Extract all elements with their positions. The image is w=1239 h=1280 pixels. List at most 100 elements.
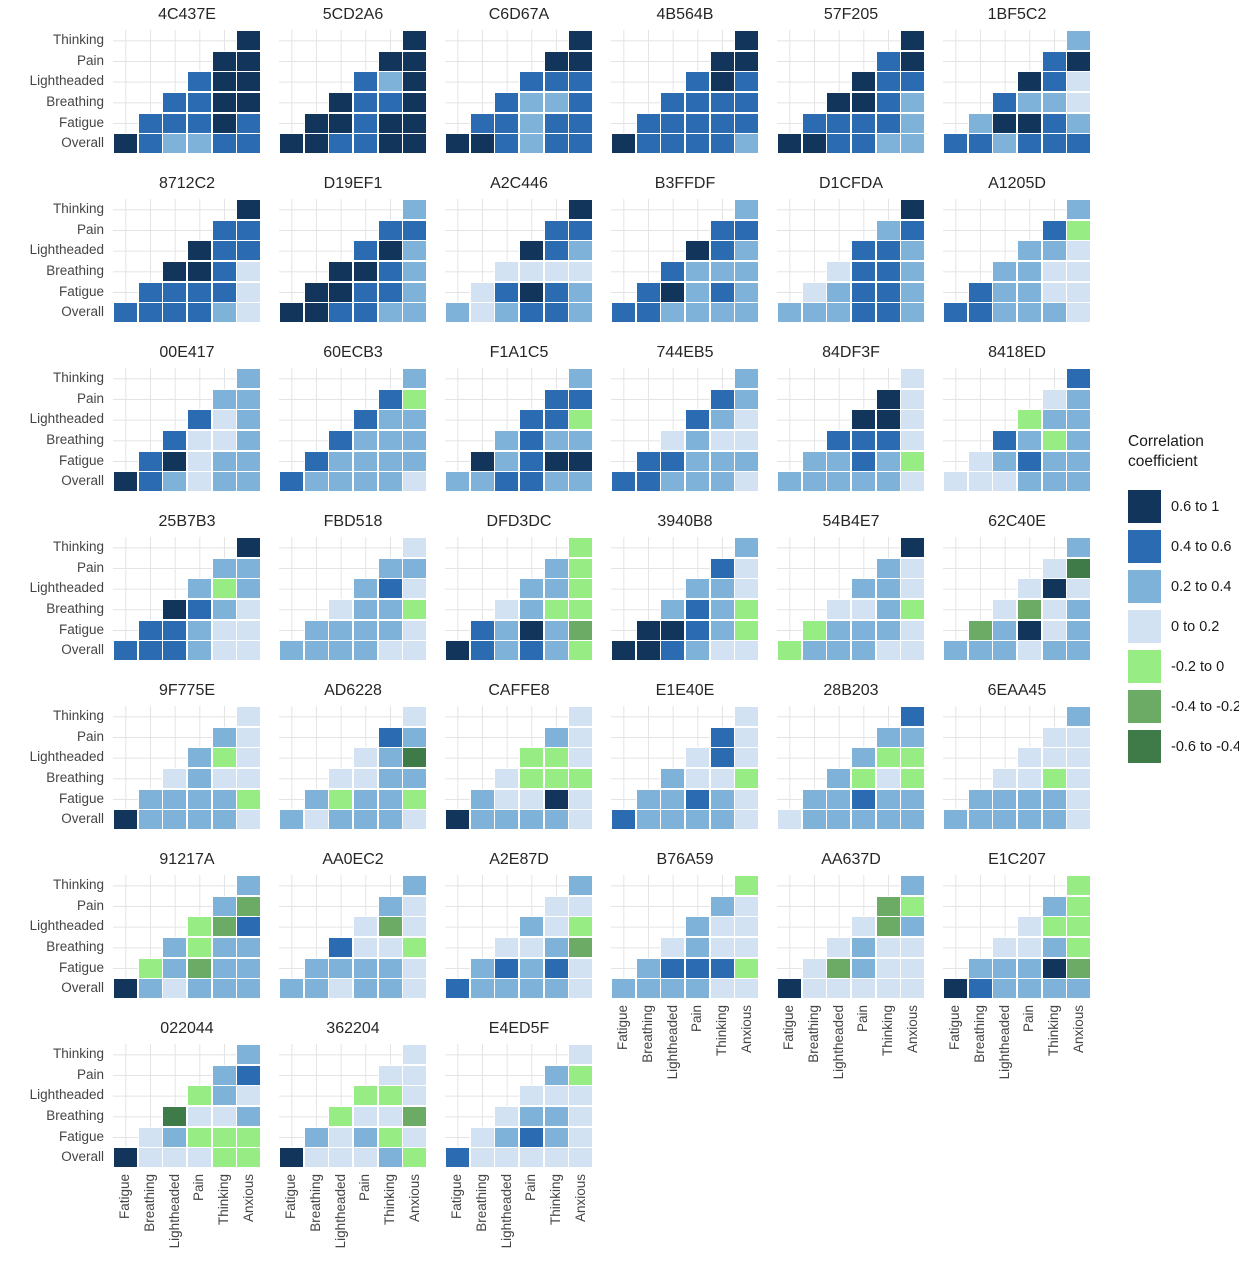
heatmap-tile	[967, 281, 993, 303]
heatmap-tile	[709, 219, 735, 241]
heatmap-tile	[1066, 450, 1092, 472]
heatmap-tile	[137, 302, 163, 324]
heatmap-tile	[734, 916, 760, 938]
heatmap-tile	[1041, 92, 1067, 114]
heatmap-tile	[900, 599, 926, 621]
heatmap-tile	[137, 788, 163, 810]
heatmap-tile	[709, 133, 735, 155]
heatmap-panel	[777, 368, 926, 493]
heatmap-tile	[543, 388, 569, 410]
x-axis-label: Anxious	[572, 1174, 588, 1223]
heatmap-panel	[445, 199, 594, 324]
heatmap-tile	[543, 619, 569, 641]
facet-title: 362204	[326, 1020, 380, 1037]
heatmap-tile	[137, 133, 163, 155]
facet-4B564B: 4B564B	[611, 4, 760, 155]
heatmap-tile	[875, 640, 901, 662]
heatmap-tile	[187, 133, 213, 155]
heatmap-tile	[187, 302, 213, 324]
heatmap-tile	[1066, 978, 1092, 1000]
facet-title: E1E40E	[655, 682, 715, 699]
heatmap-tile	[568, 409, 594, 431]
heatmap-tile	[900, 640, 926, 662]
heatmap-tile	[402, 1064, 428, 1086]
heatmap-tile	[777, 133, 803, 155]
y-axis-label: Fatigue	[58, 959, 104, 975]
heatmap-tile	[187, 281, 213, 303]
facet-title: C6D67A	[488, 6, 550, 23]
heatmap-tile	[875, 450, 901, 472]
heatmap-tile	[1041, 619, 1067, 641]
heatmap-tile	[402, 788, 428, 810]
facet-title: D1CFDA	[818, 175, 883, 192]
legend-title: Correlation coefficient	[1128, 433, 1204, 471]
heatmap-tile	[1041, 557, 1067, 579]
heatmap-tile	[875, 978, 901, 1000]
facet-A2C446: A2C446	[445, 173, 594, 324]
facet-54B4E7: 54B4E7	[777, 511, 926, 662]
heatmap-tile	[402, 978, 428, 1000]
heatmap-tile	[826, 788, 852, 810]
heatmap-tile	[1017, 302, 1043, 324]
heatmap-tile	[162, 281, 188, 303]
heatmap-tile	[402, 619, 428, 641]
heatmap-tile	[377, 281, 403, 303]
heatmap-tile	[543, 726, 569, 748]
heatmap-tile	[777, 978, 803, 1000]
heatmap-tile	[1066, 537, 1092, 559]
heatmap-tile	[709, 916, 735, 938]
heatmap-tile	[635, 809, 661, 831]
heatmap-tile	[709, 409, 735, 431]
heatmap-tile	[734, 875, 760, 897]
heatmap-tile	[851, 281, 877, 303]
heatmap-tile	[113, 978, 139, 1000]
heatmap-tile	[1041, 599, 1067, 621]
facet-title: 91217A	[159, 851, 215, 868]
heatmap-tile	[377, 430, 403, 452]
heatmap-tile	[402, 219, 428, 241]
facet-title: 00E417	[159, 344, 215, 361]
heatmap-panel	[943, 199, 1092, 324]
heatmap-tile	[445, 471, 471, 493]
heatmap-tile	[519, 1085, 545, 1107]
heatmap-tile	[187, 937, 213, 959]
heatmap-panel	[113, 706, 262, 831]
heatmap-tile	[236, 1044, 262, 1066]
heatmap-tile	[875, 937, 901, 959]
heatmap-tile	[303, 788, 329, 810]
heatmap-tile	[709, 450, 735, 472]
heatmap-tile	[543, 92, 569, 114]
heatmap-tile	[943, 978, 969, 1000]
heatmap-tile	[709, 726, 735, 748]
heatmap-tile	[469, 1126, 495, 1148]
heatmap-tile	[402, 240, 428, 262]
heatmap-tile	[635, 640, 661, 662]
heatmap-tile	[568, 1126, 594, 1148]
facet-62C40E: 62C40E	[943, 511, 1092, 662]
y-axis-label: Pain	[76, 221, 104, 237]
heatmap-tile	[113, 302, 139, 324]
heatmap-tile	[236, 1085, 262, 1107]
heatmap-tile	[211, 430, 237, 452]
heatmap-tile	[900, 219, 926, 241]
heatmap-tile	[353, 619, 379, 641]
heatmap-tile	[992, 809, 1018, 831]
heatmap-tile	[900, 92, 926, 114]
heatmap-tile	[875, 240, 901, 262]
heatmap-tile	[1017, 788, 1043, 810]
heatmap-tile	[162, 1147, 188, 1169]
heatmap-tile	[1066, 388, 1092, 410]
heatmap-tile	[1017, 768, 1043, 790]
facet-title: 4C437E	[158, 6, 216, 23]
heatmap-tile	[402, 809, 428, 831]
heatmap-tile	[402, 537, 428, 559]
heatmap-tile	[187, 261, 213, 283]
heatmap-tile	[469, 957, 495, 979]
heatmap-tile	[1017, 640, 1043, 662]
y-axis-label: Overall	[61, 811, 104, 827]
heatmap-tile	[236, 1064, 262, 1086]
heatmap-tile	[1017, 240, 1043, 262]
heatmap-tile	[137, 471, 163, 493]
x-axis-label: Anxious	[240, 1174, 256, 1223]
